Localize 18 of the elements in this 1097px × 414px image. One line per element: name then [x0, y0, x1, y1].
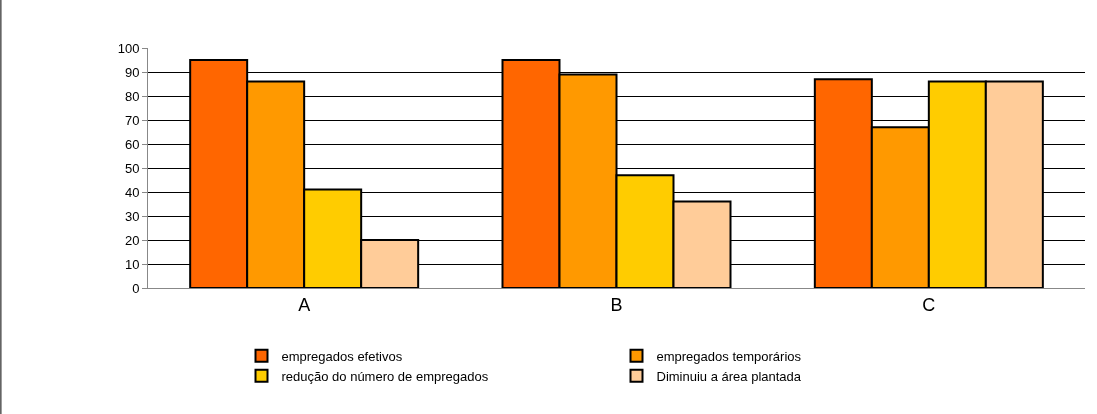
y-tick-label: 50 — [124, 160, 140, 176]
y-tick-label: 90 — [124, 64, 140, 80]
legend-label: Diminuiu a área plantada — [656, 368, 802, 384]
y-tick-label: 30 — [124, 208, 140, 224]
y-tick-label: 80 — [124, 88, 140, 104]
legend-label: empregados efetivos — [281, 348, 403, 364]
y-tick-label: 40 — [124, 184, 140, 200]
y-tick-label: 20 — [124, 232, 140, 248]
y-tick-label: 10 — [124, 256, 140, 272]
y-tick-label: 60 — [124, 136, 140, 152]
y-tick-label: 100 — [117, 40, 140, 56]
legend-label: empregados temporários — [656, 348, 802, 364]
x-tick-label: B — [610, 294, 623, 315]
y-tick-label: 0 — [132, 280, 140, 296]
x-tick-label: C — [922, 294, 936, 315]
legend-label: redução do número de empregados — [281, 368, 489, 384]
x-tick-label: A — [298, 294, 311, 315]
y-tick-label: 70 — [124, 112, 140, 128]
